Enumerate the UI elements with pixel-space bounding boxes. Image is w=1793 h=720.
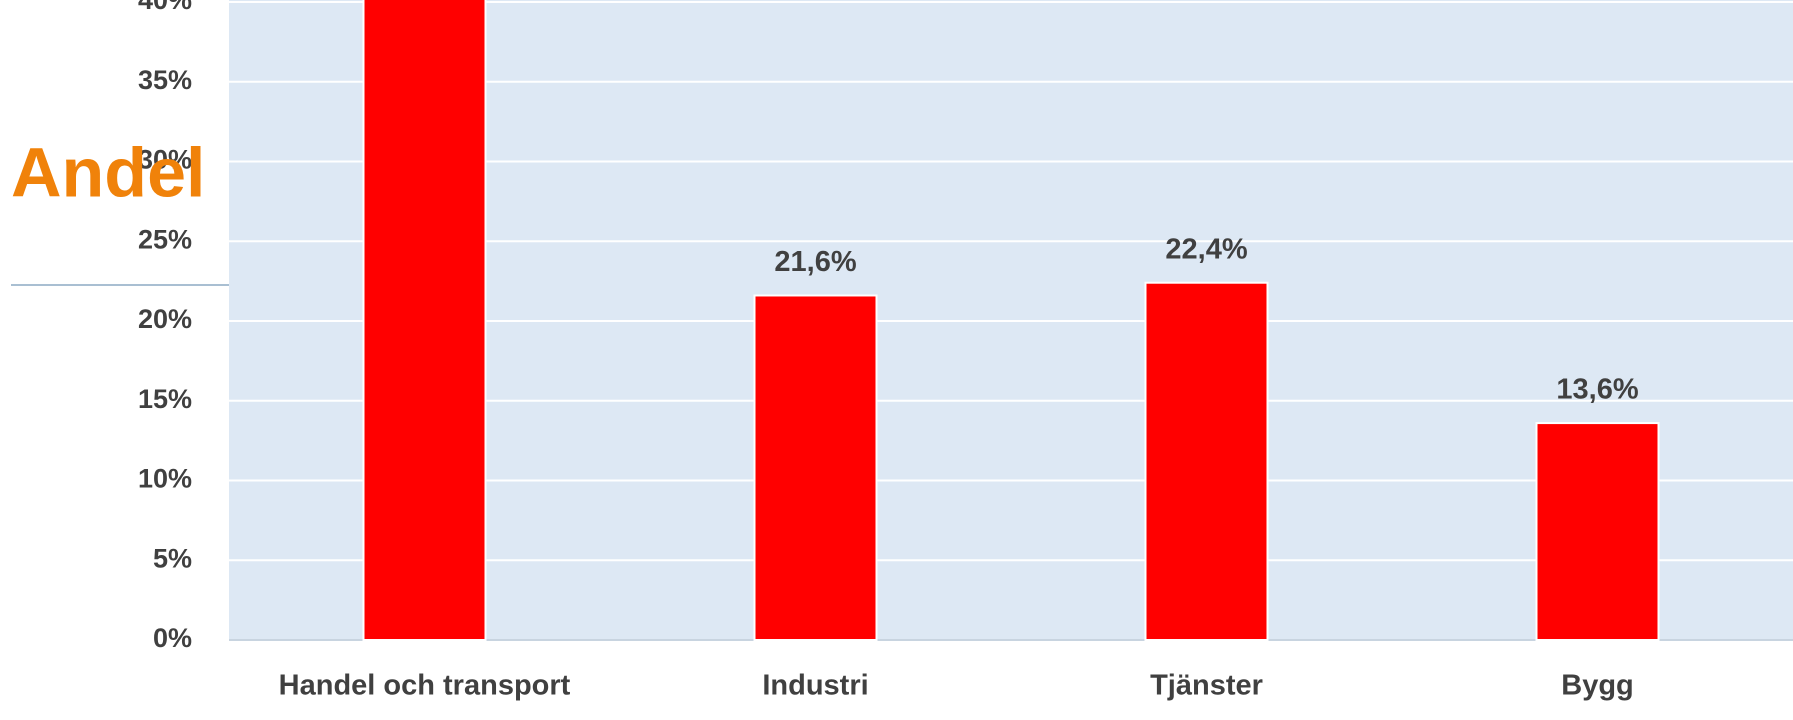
bar bbox=[1535, 422, 1660, 641]
bar bbox=[362, 0, 487, 642]
y-tick-label: 10% bbox=[138, 464, 192, 494]
y-tick-label: 25% bbox=[138, 224, 192, 254]
y-tick-label: 0% bbox=[153, 623, 192, 653]
value-label: 22,4% bbox=[1165, 233, 1247, 265]
chart-title: Andel bbox=[11, 133, 205, 211]
value-label: 13,6% bbox=[1556, 374, 1638, 406]
bar bbox=[1144, 281, 1269, 641]
x-tick-label: Tjänster bbox=[1150, 670, 1263, 702]
y-tick-label: 35% bbox=[138, 65, 192, 95]
y-tick-label: 5% bbox=[153, 543, 192, 573]
x-tick-label: Bygg bbox=[1561, 670, 1634, 702]
x-tick-label: Handel och transport bbox=[279, 670, 571, 702]
y-tick-label: 40% bbox=[138, 0, 192, 15]
value-label: 21,6% bbox=[774, 246, 856, 278]
y-tick-label: 30% bbox=[138, 145, 192, 175]
y-tick-label: 15% bbox=[138, 384, 192, 414]
x-tick-label: Industri bbox=[762, 670, 868, 702]
y-tick-label: 20% bbox=[138, 304, 192, 334]
bar bbox=[753, 294, 878, 641]
